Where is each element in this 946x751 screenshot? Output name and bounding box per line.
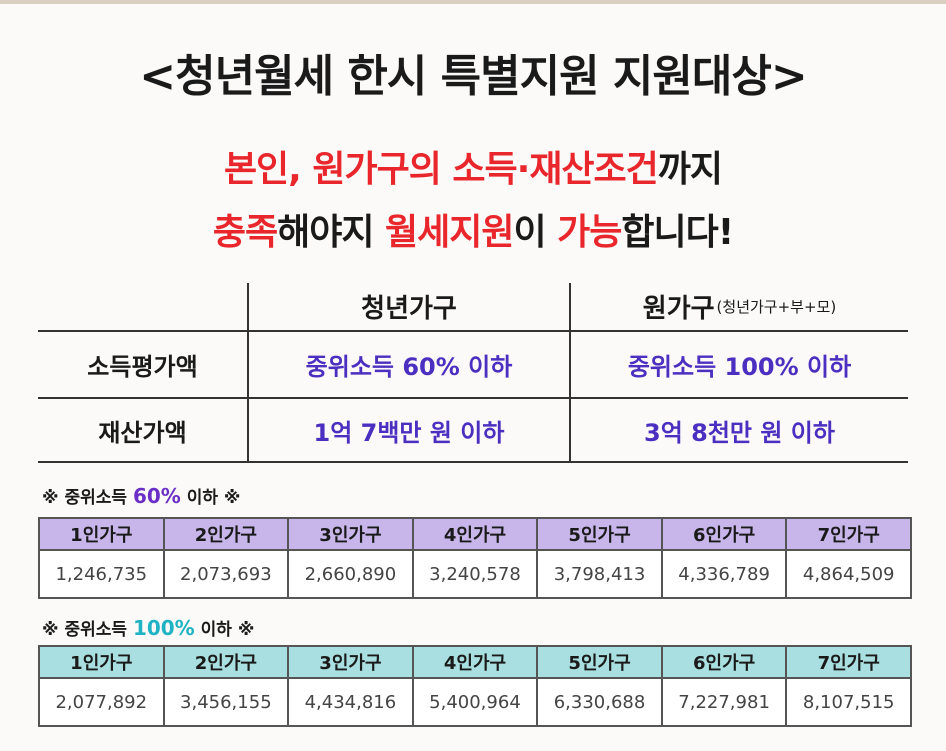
criteria-table: 청년가구 원가구 (청년가구+부+모) 소득평가액 중위소득 60% 이하 중위소… [38, 283, 908, 463]
table-cell: 6,330,688 [536, 677, 663, 727]
divider [38, 330, 908, 332]
subtitle-segment: 본인, 원가구의 소득·재산조건 [223, 149, 659, 190]
table-cell: 중위소득 100% 이하 [627, 353, 852, 381]
subtitle-segment: 까지 [657, 149, 723, 190]
subtitle-segment: 합니다! [621, 212, 734, 253]
subtitle-line: 본인, 원가구의 소득·재산조건까지 [0, 140, 946, 192]
header-row: 1인가구 2인가구 3인가구 4인가구 5인가구 6인가구 7인가구 [38, 517, 912, 551]
note-part: 60% [132, 484, 181, 508]
note-part: 이하 ※ [194, 620, 255, 640]
subtitle-segment: 충족 [212, 212, 278, 253]
subtitle-segment: 해야지 [277, 212, 385, 253]
column-header: 5인가구 [536, 645, 663, 679]
table-cell: 3,798,413 [536, 549, 663, 599]
divider [38, 461, 908, 463]
column-note: (청년가구+부+모) [716, 298, 837, 316]
subtitle-segment: 이 [513, 212, 558, 253]
table-cell: 7,227,981 [660, 677, 788, 727]
table-cell: 4,864,509 [785, 549, 912, 599]
column-header: 4인가구 [411, 517, 539, 551]
table-cell: 4,336,789 [660, 549, 788, 599]
note-part: ※ 중위소득 [42, 488, 133, 508]
column-header: 6인가구 [660, 645, 788, 679]
table-cell: 중위소득 60% 이하 [305, 353, 513, 381]
column-header: 3인가구 [287, 645, 414, 679]
column-header: 1인가구 [38, 517, 165, 551]
column-header: 청년가구 [361, 294, 457, 324]
income-table: 1인가구 2인가구 3인가구 4인가구 5인가구 6인가구 7인가구 1,246,735 2,0… [38, 517, 912, 599]
column-header: 7인가구 [785, 645, 912, 679]
note-part: 100% [132, 616, 195, 640]
divider [38, 397, 908, 399]
table-cell: 2,660,890 [287, 549, 414, 599]
column-header: 7인가구 [785, 517, 912, 551]
column-header: 4인가구 [411, 645, 539, 679]
row-header: 소득평가액 [87, 353, 198, 381]
table-cell: 1,246,735 [38, 549, 165, 599]
column-header: 2인가구 [162, 645, 290, 679]
note-part: ※ 중위소득 [42, 620, 133, 640]
income-table: 1인가구 2인가구 3인가구 4인가구 5인가구 6인가구 7인가구 2,077,892 3,4… [38, 645, 912, 727]
value-row: 1,246,735 2,073,693 2,660,890 3,240,578 3,79… [38, 549, 912, 599]
title: <청년월세 한시 특별지원 지원대상> [139, 51, 807, 102]
subtitle-line: 충족해야지 월세지원이 가능합니다! [0, 203, 946, 255]
divider [569, 283, 571, 463]
subtitle-segment: 가능 [557, 212, 622, 253]
column-header: 6인가구 [660, 517, 788, 551]
subtitle-segment: 월세지원 [384, 212, 514, 253]
table-cell: 2,077,892 [38, 677, 165, 727]
divider [247, 283, 249, 463]
table-cell: 1억 7백만 원 이하 [313, 418, 505, 447]
table-cell: 2,073,693 [162, 549, 290, 599]
table-note: ※ 중위소득 100% 이하 ※ [42, 615, 254, 640]
value-row: 2,077,892 3,456,155 4,434,816 5,400,964 6,33… [38, 677, 912, 727]
table-cell: 8,107,515 [785, 677, 912, 727]
row-header: 재산가액 [98, 418, 187, 447]
table-cell: 5,400,964 [411, 677, 539, 727]
table-cell: 4,434,816 [287, 677, 414, 727]
table-cell: 3,240,578 [411, 549, 539, 599]
column-header: 원가구 (청년가구+부+모) [571, 283, 908, 330]
column-header: 5인가구 [536, 517, 663, 551]
column-header: 1인가구 [38, 645, 165, 679]
column-header-text: 원가구 [642, 294, 715, 324]
header-row: 1인가구 2인가구 3인가구 4인가구 5인가구 6인가구 7인가구 [38, 645, 912, 679]
table-cell: 3,456,155 [162, 677, 290, 727]
table-note: ※ 중위소득 60% 이하 ※ [42, 483, 240, 508]
column-header: 3인가구 [287, 517, 414, 551]
table-cell: 3억 8천만 원 이하 [644, 418, 835, 447]
note-part: 이하 ※ [180, 488, 241, 508]
top-border [0, 0, 946, 4]
column-header: 2인가구 [162, 517, 290, 551]
